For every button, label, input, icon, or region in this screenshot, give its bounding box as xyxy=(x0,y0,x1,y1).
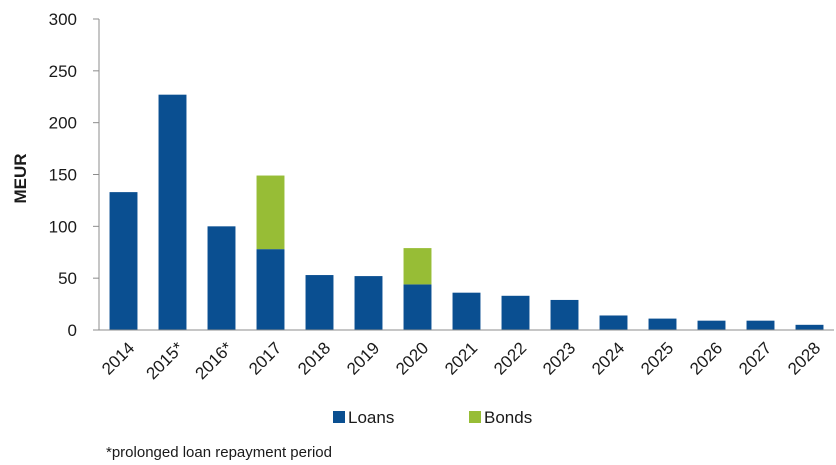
x-tick-label: 2026 xyxy=(686,338,726,378)
bar-loans-2015 xyxy=(158,94,187,330)
y-tick-label: 50 xyxy=(58,269,77,288)
x-tick-label: 2022 xyxy=(490,338,530,378)
bar-loans-2022 xyxy=(501,295,530,330)
bar-bonds-2020 xyxy=(403,248,432,285)
y-tick-label: 100 xyxy=(49,217,77,236)
x-tick-label: 2014 xyxy=(98,338,138,378)
bar-loans-2024 xyxy=(599,315,628,330)
x-tick-label: 2016* xyxy=(191,338,236,383)
y-tick-label: 200 xyxy=(49,114,77,133)
footnote: *prolonged loan repayment period xyxy=(106,444,332,461)
bar-loans-2025 xyxy=(648,318,677,330)
bar-loans-2020 xyxy=(403,284,432,330)
x-tick-label: 2020 xyxy=(392,338,432,378)
bar-bonds-2017 xyxy=(256,175,285,250)
x-axis-ticks: 2014 2015* 2016* 2017 2018 2019 2020 2021 2022 20… xyxy=(98,338,824,383)
legend-label-loans: Loans xyxy=(348,408,394,427)
y-tick-label: 250 xyxy=(49,62,77,81)
y-tick-label: 0 xyxy=(68,321,77,340)
x-tick-label: 2028 xyxy=(784,338,824,378)
x-tick-label: 2018 xyxy=(294,338,334,378)
bar-loans-2018 xyxy=(305,275,334,330)
bar-loans-2027 xyxy=(746,320,775,330)
bar-loans-2014 xyxy=(109,192,138,330)
bar-loans-2026 xyxy=(697,320,726,330)
bar-loans-2016 xyxy=(207,226,236,330)
bar-loans-2019 xyxy=(354,276,383,330)
x-tick-label: 2019 xyxy=(343,338,383,378)
legend-swatch-loans xyxy=(333,411,345,423)
bar-loans-2017 xyxy=(256,249,285,330)
x-tick-label: 2017 xyxy=(245,338,285,378)
legend-swatch-bonds xyxy=(469,411,481,423)
y-tick-label: 150 xyxy=(49,166,77,185)
x-tick-label: 2023 xyxy=(539,338,579,378)
legend: Loans Bonds xyxy=(333,408,532,427)
y-tick-label: 300 xyxy=(49,10,77,29)
x-tick-label: 2021 xyxy=(441,338,481,378)
x-tick-label: 2027 xyxy=(735,338,775,378)
bar-loans-2023 xyxy=(550,299,579,330)
x-tick-label: 2024 xyxy=(588,338,628,378)
bars xyxy=(109,94,824,330)
bar-loans-2021 xyxy=(452,292,481,330)
x-tick-label: 2015* xyxy=(142,338,187,383)
y-axis-title: MEUR xyxy=(11,153,30,203)
legend-label-bonds: Bonds xyxy=(484,408,532,427)
y-axis-ticks: 0 50 100 150 200 250 300 xyxy=(49,10,99,340)
x-tick-label: 2025 xyxy=(637,338,677,378)
bar-loans-2028 xyxy=(795,324,824,330)
